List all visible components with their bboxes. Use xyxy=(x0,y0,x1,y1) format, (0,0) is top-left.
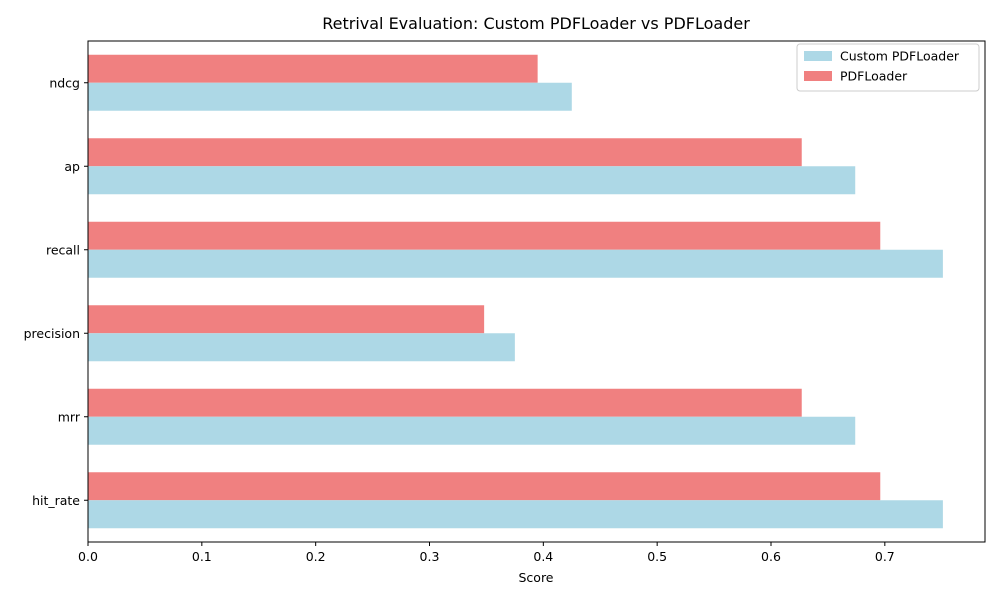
y-tick-label-ap: ap xyxy=(64,159,80,174)
bar-custom-pdfloader-precision xyxy=(88,333,515,362)
x-tick-label: 0.5 xyxy=(647,549,667,564)
axes-group: ndcg ap recall precision mrr hit_rate 0.0 0.1 0.… xyxy=(24,40,986,564)
bars-group xyxy=(88,54,943,529)
y-tick-label-precision: precision xyxy=(24,326,80,341)
x-tick-label: 0.6 xyxy=(761,549,781,564)
y-tick-label-mrr: mrr xyxy=(58,409,81,424)
y-tick-label-recall: recall xyxy=(46,242,80,257)
legend-box xyxy=(796,43,980,92)
y-tick-label-hit_rate: hit_rate xyxy=(32,493,80,508)
bar-pdfloader-precision xyxy=(88,305,485,334)
bar-pdfloader-ap xyxy=(88,138,802,167)
bar-custom-pdfloader-ndcg xyxy=(88,82,572,111)
bar-custom-pdfloader-recall xyxy=(88,249,943,278)
legend-swatch xyxy=(804,51,832,61)
x-axis-label: Score xyxy=(518,570,553,585)
legend-label: Custom PDFLoader xyxy=(840,49,960,64)
bar-pdfloader-recall xyxy=(88,221,881,250)
x-tick-label: 0.0 xyxy=(78,549,98,564)
bar-pdfloader-mrr xyxy=(88,388,802,417)
bar-custom-pdfloader-ap xyxy=(88,166,856,195)
bar-pdfloader-ndcg xyxy=(88,54,538,83)
x-tick-label: 0.3 xyxy=(420,549,440,564)
x-tick-label: 0.4 xyxy=(533,549,553,564)
y-tick-label-ndcg: ndcg xyxy=(49,75,80,90)
chart-title: Retrival Evaluation: Custom PDFLoader vs… xyxy=(322,14,750,33)
x-tick-label: 0.7 xyxy=(875,549,895,564)
legend-swatch xyxy=(804,71,832,81)
bar-pdfloader-hit_rate xyxy=(88,472,881,501)
legend-label: PDFLoader xyxy=(840,69,908,84)
x-tick-label: 0.1 xyxy=(192,549,212,564)
legend: Custom PDFLoader PDFLoader xyxy=(796,43,980,92)
bar-custom-pdfloader-hit_rate xyxy=(88,500,943,529)
x-tick-label: 0.2 xyxy=(306,549,326,564)
bar-custom-pdfloader-mrr xyxy=(88,416,856,445)
plot-frame xyxy=(87,40,986,543)
